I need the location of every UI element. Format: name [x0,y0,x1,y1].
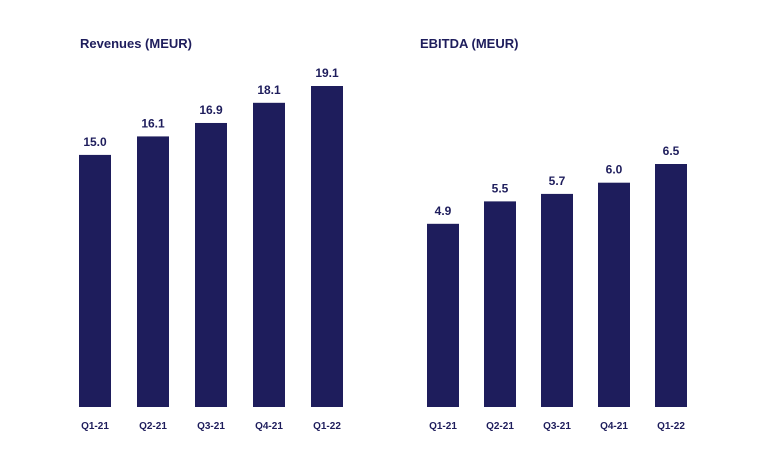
ebitda-category-label: Q1-21 [429,421,457,432]
ebitda-value-label: 5.5 [492,181,509,195]
revenues-bar [195,122,227,408]
revenues-chart-title: Revenues (MEUR) [80,36,192,51]
ebitda-chart: EBITDA (MEUR) 4.9 Q1-21 5.5 Q2-21 5.7 Q3-21 6.… [384,0,768,468]
revenues-value-label: 16.1 [141,116,165,130]
revenues-value-label: 18.1 [257,83,281,97]
ebitda-chart-plot: 4.9 Q1-21 5.5 Q2-21 5.7 Q3-21 6.0 Q4-21 6.5 Q1-22 [427,144,687,432]
ebitda-bar [484,201,516,407]
revenues-chart: Revenues (MEUR) 15.0 Q1-21 16.1 Q2-21 16.9 Q3… [79,36,343,432]
ebitda-value-label: 6.5 [663,144,680,158]
ebitda-bar [541,193,573,407]
revenues-category-label: Q1-21 [81,421,109,432]
ebitda-category-label: Q4-21 [600,421,628,432]
revenues-value-label: 16.9 [199,103,223,117]
revenues-chart-plot: 15.0 Q1-21 16.1 Q2-21 16.9 Q3-21 18.1 Q4-21 19.1… [79,66,343,432]
ebitda-bar [427,223,459,407]
revenues-category-label: Q4-21 [255,421,283,432]
revenues-bar [311,86,343,407]
revenues-bar [79,154,111,407]
ebitda-category-label: Q2-21 [486,421,514,432]
ebitda-value-label: 5.7 [549,174,566,188]
ebitda-bar [655,164,687,407]
revenues-category-label: Q2-21 [139,421,167,432]
revenues-category-label: Q1-22 [313,421,341,432]
ebitda-value-label: 6.0 [606,163,623,177]
ebitda-value-label: 4.9 [435,204,452,218]
revenues-category-label: Q3-21 [197,421,225,432]
revenues-bar [137,136,169,407]
revenues-value-label: 15.0 [83,135,107,149]
ebitda-chart-title: EBITDA (MEUR) [420,36,519,51]
ebitda-bar [598,182,630,407]
revenues-bar [253,102,285,408]
revenues-value-label: 19.1 [315,66,339,80]
ebitda-category-label: Q3-21 [543,421,571,432]
ebitda-category-label: Q1-22 [657,421,685,432]
